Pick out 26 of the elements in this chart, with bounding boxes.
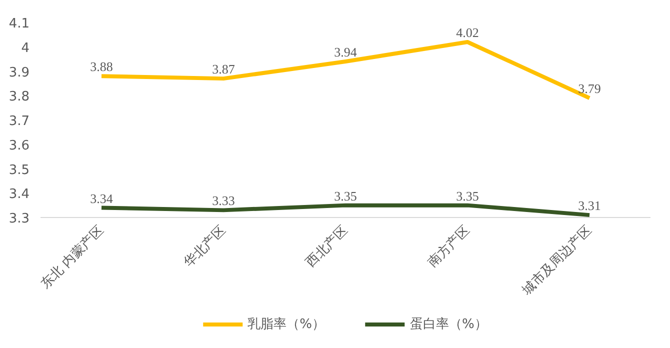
x-tick-label: 城市及周边产区 (519, 223, 595, 299)
data-label: 3.88 (90, 59, 113, 74)
y-tick-label: 3.3 (8, 212, 30, 226)
y-tick-label: 3.6 (8, 138, 30, 154)
legend-label: 蛋白率（%） (410, 316, 488, 333)
x-tick-label: 南方产区 (424, 222, 473, 271)
x-tick-label: 西北产区 (303, 223, 351, 271)
x-tick-label: 东北 内蒙产区 (38, 223, 107, 292)
y-tick-label: 3.5 (8, 162, 30, 178)
y-tick-label: 4.1 (8, 16, 30, 32)
data-label: 3.79 (578, 81, 601, 96)
y-tick-label: 3.4 (8, 187, 30, 202)
data-label: 3.34 (90, 190, 114, 206)
data-label: 3.35 (334, 188, 357, 204)
data-label: 3.31 (578, 198, 601, 214)
x-tick-label: 华北产区 (181, 223, 229, 271)
data-label: 3.35 (456, 188, 479, 204)
y-tick-label: 3.8 (8, 90, 30, 105)
legend-label: 乳脂率（%） (248, 316, 325, 333)
data-label: 3.87 (212, 62, 236, 77)
y-tick-label: 3.9 (8, 65, 30, 80)
data-label: 4.02 (456, 25, 479, 40)
data-label: 3.33 (212, 193, 235, 208)
data-label: 3.94 (334, 44, 358, 60)
y-tick-label: 3.7 (8, 114, 30, 129)
y-tick-label: 4 (21, 40, 30, 56)
